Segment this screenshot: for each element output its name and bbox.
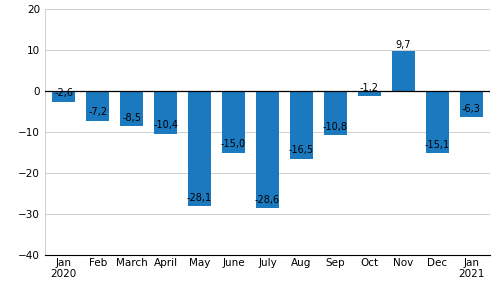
- Text: -10,8: -10,8: [323, 122, 348, 132]
- Text: -7,2: -7,2: [88, 107, 107, 117]
- Bar: [52, 91, 75, 102]
- Bar: [426, 91, 449, 153]
- Bar: [460, 91, 483, 117]
- Bar: [86, 91, 109, 121]
- Text: -16,5: -16,5: [289, 146, 314, 155]
- Text: -2,6: -2,6: [54, 88, 73, 98]
- Bar: [222, 91, 245, 152]
- Bar: [324, 91, 347, 135]
- Bar: [188, 91, 211, 206]
- Text: -15,1: -15,1: [425, 140, 450, 150]
- Text: -28,1: -28,1: [187, 193, 212, 203]
- Bar: [392, 51, 415, 91]
- Bar: [154, 91, 177, 134]
- Bar: [358, 91, 381, 96]
- Text: -10,4: -10,4: [153, 120, 178, 130]
- Bar: [256, 91, 279, 208]
- Text: -28,6: -28,6: [255, 195, 280, 205]
- Bar: [290, 91, 313, 159]
- Text: 9,7: 9,7: [396, 40, 411, 50]
- Text: -8,5: -8,5: [122, 112, 141, 123]
- Text: -6,3: -6,3: [462, 103, 481, 113]
- Bar: [120, 91, 143, 126]
- Text: -15,0: -15,0: [221, 139, 246, 149]
- Text: -1,2: -1,2: [360, 82, 379, 93]
